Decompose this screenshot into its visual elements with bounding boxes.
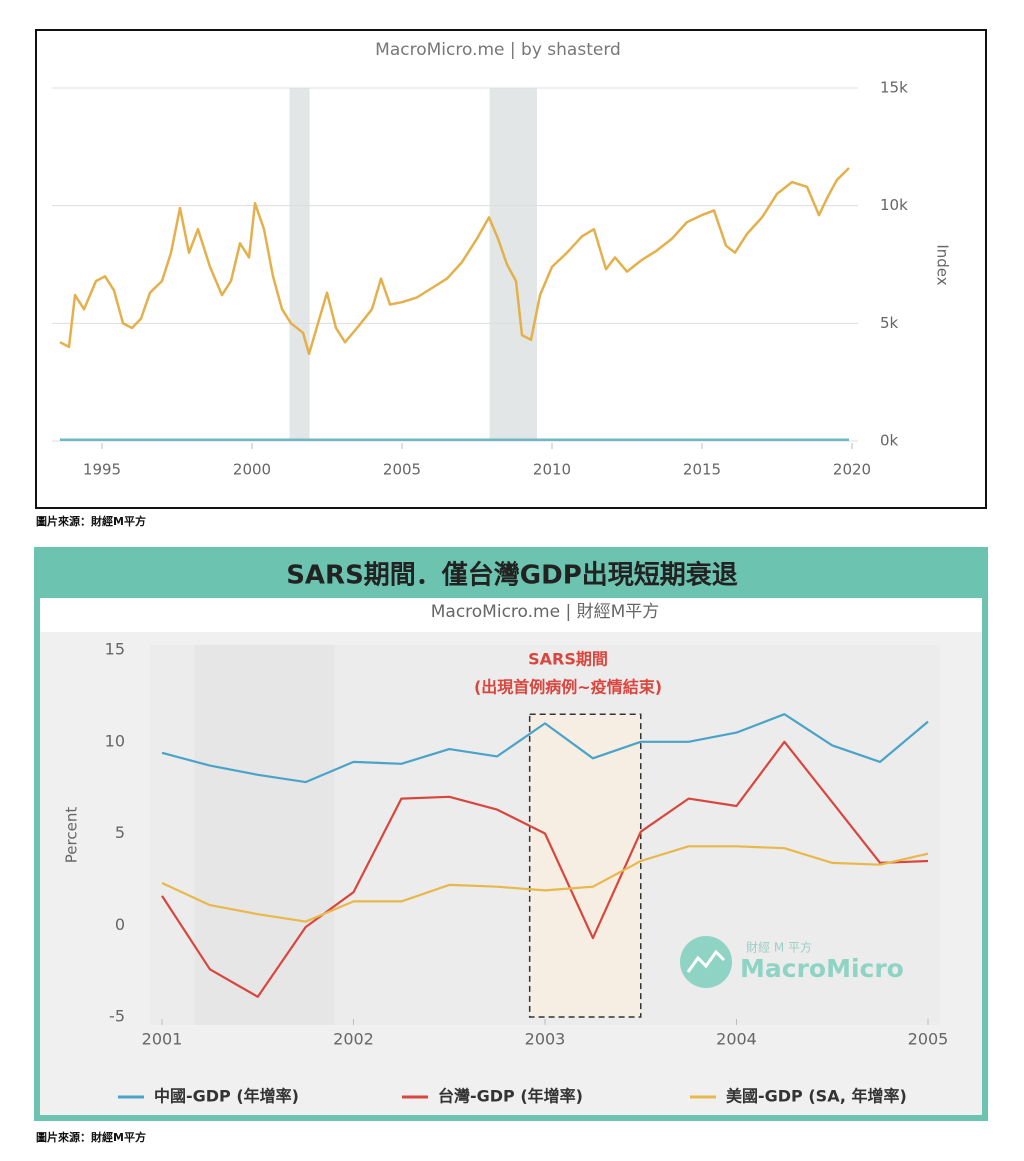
x-tick-label: 2005 xyxy=(908,1030,949,1049)
y-axis-label: Index xyxy=(934,244,952,285)
chart-title: SARS期間．僅台灣GDP出現短期衰退 xyxy=(286,560,738,591)
y-tick-label: 0k xyxy=(880,432,899,450)
shaded-band xyxy=(489,88,537,441)
shaded-band xyxy=(194,645,335,1025)
series-line xyxy=(59,167,850,356)
x-tick-label: 2010 xyxy=(533,461,571,479)
x-tick-label: 2003 xyxy=(525,1030,566,1049)
annotation: (出現首例病例~疫情結束) xyxy=(474,678,662,697)
watermark-logo xyxy=(680,936,732,988)
chart-title: MacroMicro.me | by shasterd xyxy=(375,40,621,60)
legend-label: 中國-GDP (年增率) xyxy=(154,1087,299,1106)
subtitle-band xyxy=(40,598,982,632)
y-axis-label: Percent xyxy=(63,807,81,864)
y-tick-label: 10k xyxy=(880,196,908,214)
caption: 圖片來源：財經M平方 xyxy=(36,1130,146,1144)
y-tick-label: 15k xyxy=(880,79,908,97)
watermark-text: MacroMicro xyxy=(740,954,904,983)
highlight-box xyxy=(528,713,642,1018)
annotation: SARS期間 xyxy=(528,650,608,669)
y-tick-label: -5 xyxy=(109,1007,125,1026)
watermark-logo-line xyxy=(686,949,726,973)
series-line xyxy=(161,845,929,923)
y-tick-label: 10 xyxy=(105,731,125,750)
x-tick-label: 1995 xyxy=(83,461,121,479)
x-tick-label: 2015 xyxy=(683,461,721,479)
x-tick-label: 2005 xyxy=(383,461,421,479)
y-tick-label: 5k xyxy=(880,314,899,332)
x-tick-label: 2020 xyxy=(833,461,871,479)
watermark-text: 財經 M 平方 xyxy=(746,940,812,955)
y-tick-label: 5 xyxy=(115,823,125,842)
series-line xyxy=(161,740,929,998)
legend-label: 美國-GDP (SA, 年增率) xyxy=(726,1087,907,1106)
series-line xyxy=(161,713,929,784)
x-tick-label: 2004 xyxy=(716,1030,757,1049)
x-tick-label: 2002 xyxy=(333,1030,374,1049)
x-tick-label: 2001 xyxy=(142,1030,183,1049)
y-tick-label: 0 xyxy=(115,915,125,934)
shaded-band xyxy=(289,88,310,441)
caption: 圖片來源：財經M平方 xyxy=(36,514,146,528)
title-band xyxy=(37,550,985,598)
x-tick-label: 2000 xyxy=(233,461,271,479)
legend-label: 台灣-GDP (年增率) xyxy=(438,1087,583,1106)
y-tick-label: 15 xyxy=(105,640,125,659)
chart-subtitle: MacroMicro.me | 財經M平方 xyxy=(431,602,660,622)
